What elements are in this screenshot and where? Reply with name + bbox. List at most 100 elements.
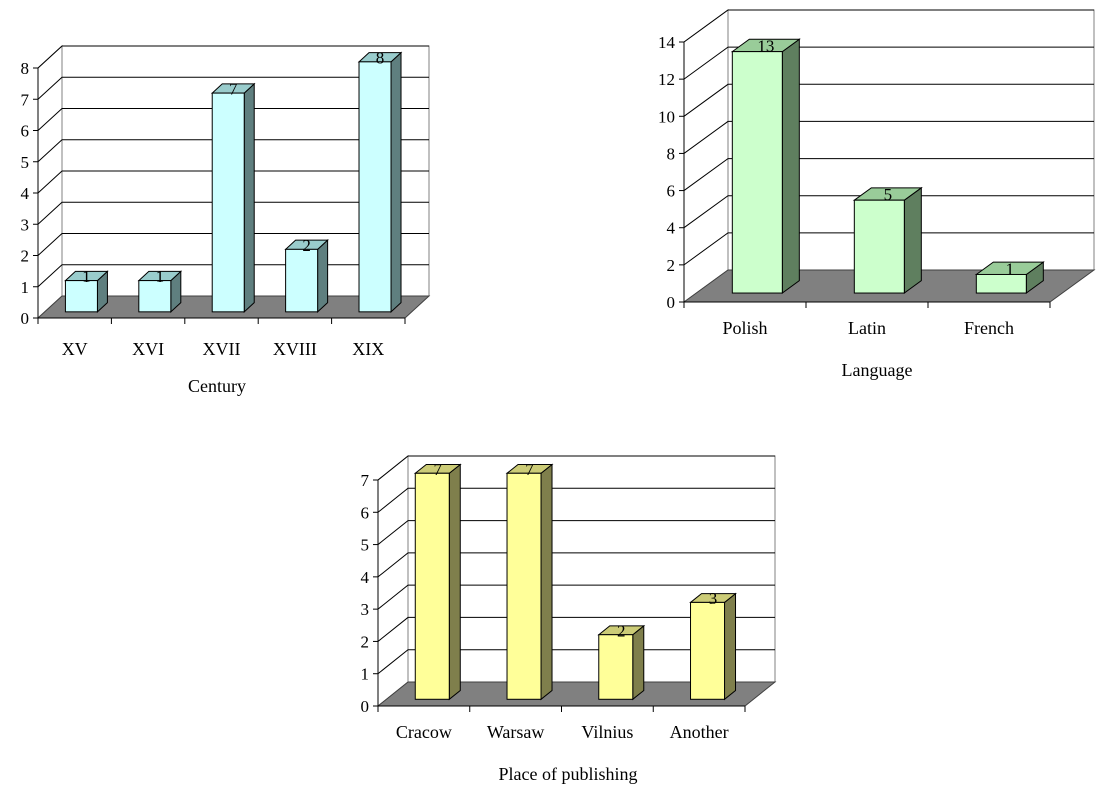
y-tick-label: 6 [361,503,370,522]
side-wall [377,454,409,708]
bar-xviii [284,239,329,313]
gridline [683,195,1094,229]
bar-side [390,51,402,313]
gridline [683,46,1094,80]
bar-polish [730,38,801,295]
gridline [377,616,775,642]
bar-front [853,199,905,294]
bar-front [598,634,634,700]
data-label: 1 [1006,259,1015,278]
y-axis-ticks: 0 1 2 3 4 5 6 7 8 [21,59,30,328]
bar-xvi [137,270,183,313]
y-axis-ticks: 0 2 4 6 8 10 12 14 [658,33,676,312]
bar-cracow [413,463,462,701]
gridline [377,520,775,545]
category-label: XVI [132,339,164,359]
data-label: 8 [376,48,385,67]
data-label: 7 [525,460,534,479]
bar-side [243,82,255,313]
gridline [683,232,1094,266]
bar-side [540,463,553,701]
y-tick-label: 5 [21,153,30,172]
bar-front [138,280,172,313]
bar-side [724,592,737,701]
data-label: 7 [434,460,443,479]
y-tick-label: 0 [21,309,30,328]
chart-language: 0 2 4 6 8 10 12 14 Language 13 Polish 5 Latin 1 Fren… [658,9,1096,380]
data-label: 2 [617,621,626,640]
category-label: XIX [352,339,384,359]
bar-front [211,92,245,313]
data-label: 1 [156,267,165,286]
y-tick-label: 6 [21,122,30,141]
bar-xv [64,270,109,313]
side-wall [683,9,729,303]
data-label: 13 [757,36,774,55]
y-tick-label: 3 [361,600,370,619]
gridline [37,45,429,69]
category-label: Another [670,722,729,742]
y-tick-label: 8 [21,59,30,78]
y-tick-label: 8 [667,144,676,163]
data-label: 3 [709,589,718,608]
gridline [377,455,775,481]
bar-side [317,239,329,313]
category-label: Polish [722,318,767,338]
bar-front [506,472,542,700]
bar-french [974,261,1045,295]
x-axis-title: Language [842,360,913,380]
y-tick-label: 4 [361,568,370,587]
bar-xix [357,51,403,313]
gridline [683,120,1094,154]
chart-century: 0 1 2 3 4 5 6 7 8 Century 1 XV 1 XVI 7 XVII 2 XVIII 8 XIX [21,44,431,396]
bar-latin [852,186,923,295]
data-label: 5 [884,185,893,204]
y-tick-label: 4 [21,184,30,203]
bar-side [632,624,645,701]
bar-warsaw [505,463,554,701]
bar-front [64,280,98,313]
y-tick-label: 2 [361,632,370,651]
bar-front [731,51,783,294]
y-tick-label: 0 [361,697,370,716]
y-tick-label: 7 [21,90,30,109]
gridline [37,170,429,194]
y-tick-label: 10 [658,107,675,126]
bar-front [358,61,392,313]
y-tick-label: 2 [21,247,30,266]
bar-front [285,248,319,313]
gridline [37,201,429,225]
gridline [37,108,429,131]
category-label: XVII [203,339,241,359]
y-tick-label: 1 [21,278,30,297]
gridline [377,552,775,578]
y-tick-label: 1 [361,665,370,684]
gridline [377,584,775,610]
chart-place-of-publishing: 0 1 2 3 4 5 6 7 Place of publishing 7 Cracow 7 War… [361,454,777,784]
x-axis-title: Place of publishing [499,764,638,784]
y-tick-label: 3 [21,215,30,234]
gridline [683,9,1094,43]
bar-xvii [210,82,256,313]
x-axis-title: Century [188,376,246,396]
y-tick-label: 4 [667,219,676,238]
gridline [683,83,1094,117]
bar-front [414,472,450,700]
y-tick-label: 14 [658,33,676,52]
bar-side [448,463,461,701]
category-label: Vilnius [581,722,633,742]
y-axis-ticks: 0 1 2 3 4 5 6 7 [361,471,370,716]
category-label: XV [62,339,88,359]
bar-another [689,592,737,701]
bar-side [781,38,800,295]
y-tick-label: 0 [667,293,676,312]
gridline [37,76,429,100]
category-label: XVIII [273,339,317,359]
y-tick-label: 5 [361,536,370,555]
bar-front [690,601,726,700]
gridline [37,233,429,256]
gridline [37,139,429,163]
gridline [377,649,775,675]
y-tick-label: 12 [658,70,675,89]
